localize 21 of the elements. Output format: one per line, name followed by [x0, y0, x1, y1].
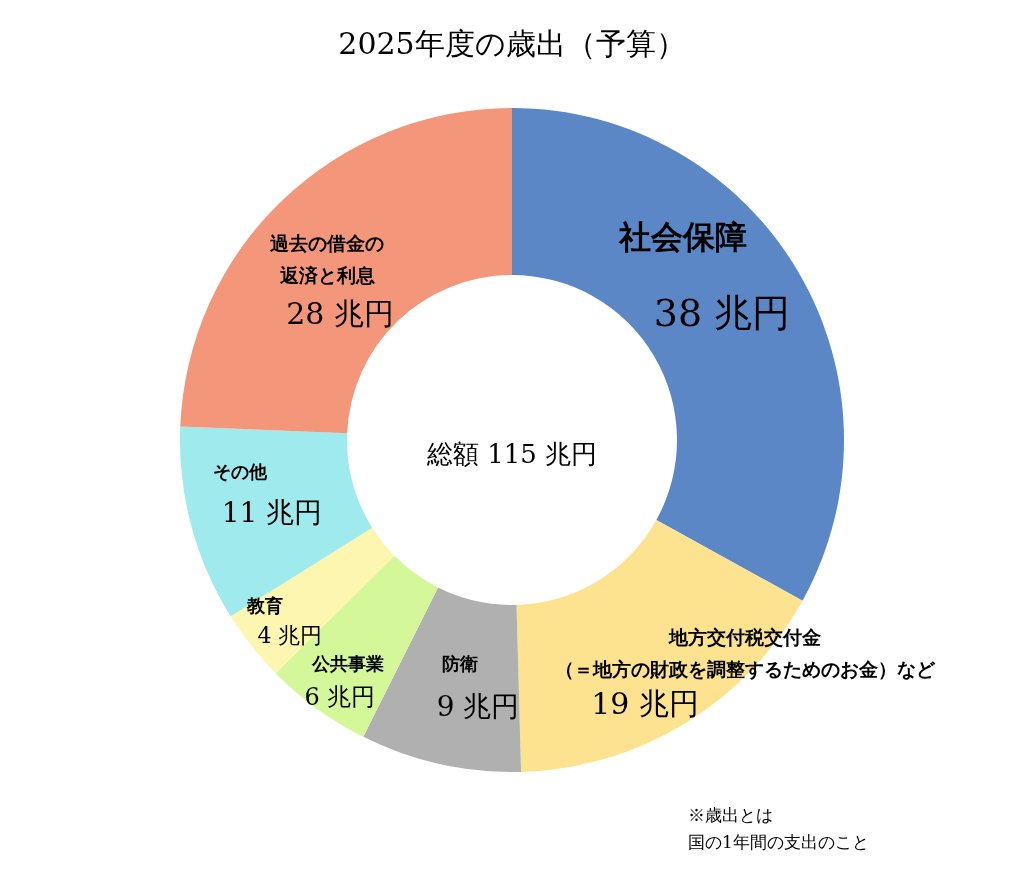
text: ※歳出とは国の1年間の支出のこと: [688, 805, 869, 852]
text: 総額 115 兆円: [425, 439, 598, 469]
donut-slice: [230, 527, 395, 674]
data-label: 28 兆円: [286, 296, 394, 331]
donut-slice: [180, 108, 512, 434]
data-label: 4 兆円: [257, 623, 323, 648]
slice-label: 地方交付税交付金（＝地方の財政を調整するためのお金）など: [555, 626, 936, 680]
slice-label: その他: [213, 461, 268, 482]
data-label: 11 兆円: [221, 496, 323, 529]
data-label: 6 兆円: [304, 683, 376, 711]
data-label: 9 兆円: [436, 690, 520, 723]
donut-slice: [180, 426, 373, 617]
donut-slice: [516, 519, 803, 772]
chart-title: 2025年度の歳出（予算）: [338, 26, 686, 61]
data-label: 19 兆円: [591, 686, 699, 721]
slice-label: 公共事業: [311, 653, 384, 674]
data-label: 38 兆円: [653, 291, 791, 335]
slice-label: 社会保障: [618, 218, 747, 256]
slice-label: 防衛: [442, 653, 478, 674]
slice-label: 過去の借金の返済と利息: [269, 232, 384, 286]
slice-label: 教育: [246, 595, 283, 616]
